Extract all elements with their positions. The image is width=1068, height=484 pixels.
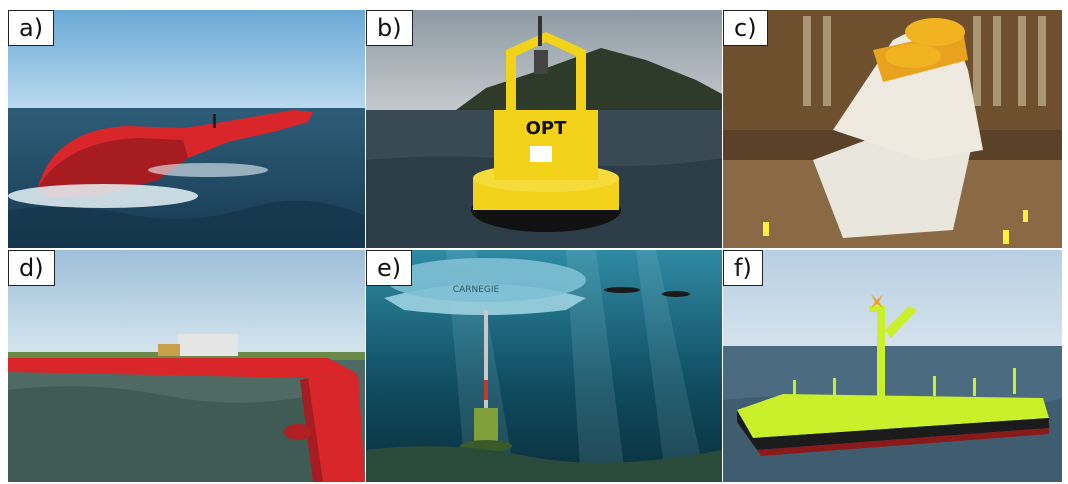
panel-b-label: b) bbox=[366, 10, 413, 46]
photo-red-wave-converter bbox=[8, 10, 365, 248]
panel-c-photo: c) bbox=[723, 10, 1062, 248]
panel-a-label: a) bbox=[8, 10, 55, 46]
photo-green-platform bbox=[723, 250, 1062, 482]
panel-a-photo: a) bbox=[8, 10, 365, 248]
panel-d-label: d) bbox=[8, 250, 55, 286]
panel-c-label: c) bbox=[723, 10, 768, 46]
buoy-text: OPT bbox=[526, 118, 567, 139]
photo-submerged-buoy: CARNEGIE bbox=[366, 250, 722, 482]
panel-f-label: f) bbox=[723, 250, 763, 286]
buoy-brand-text: CARNEGIE bbox=[453, 285, 500, 295]
photo-red-platform bbox=[8, 250, 365, 482]
panel-f-photo: f) bbox=[723, 250, 1062, 482]
panel-e-label: e) bbox=[366, 250, 413, 286]
panel-b-photo: OPT b) bbox=[366, 10, 722, 248]
panel-e-photo: CARNEGIE e) bbox=[366, 250, 722, 482]
panel-d-photo: d) bbox=[8, 250, 365, 482]
photo-yellow-buoy: OPT bbox=[366, 10, 722, 248]
photo-hinged-device-hangar bbox=[723, 10, 1062, 248]
